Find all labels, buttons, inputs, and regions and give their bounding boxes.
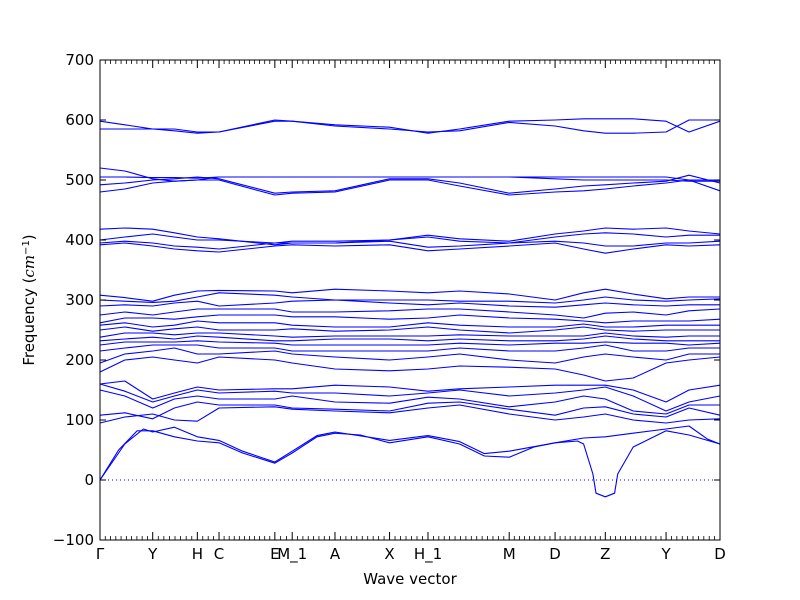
x-axis-ticks: Γ Y H C EM_1 A X H_1 M D Z Y D [96, 60, 726, 564]
phonon-branch-12 [99, 335, 720, 342]
y-tick-label: 200 [65, 351, 94, 369]
y-tick-label: 0 [84, 471, 94, 489]
y-tick-label: 600 [65, 111, 94, 129]
phonon-branch-22 [99, 240, 721, 250]
phonon-branch-1 [99, 430, 721, 498]
x-tick-label: A [330, 545, 341, 563]
phonon-branch-2 [99, 425, 721, 481]
x-tick-label: E [270, 545, 279, 563]
phonon-branch-30 [99, 119, 720, 134]
phonon-branch-14 [99, 326, 720, 334]
x-tick-label: M_1 [277, 545, 307, 564]
phonon-branch-18 [99, 299, 720, 308]
phonon-branch-26 [99, 174, 721, 194]
y-axis-label-suffix: ) [20, 234, 38, 240]
x-tick-label: D [549, 545, 561, 563]
x-tick-label: Z [600, 545, 610, 563]
phonon-branch-17 [99, 308, 721, 319]
phonon-branch-16 [99, 314, 721, 324]
phonon-branch-24 [99, 227, 721, 246]
y-axis-label-prefix: Frequency ( [20, 278, 38, 366]
y-tick-label: 700 [65, 51, 94, 69]
x-tick-label: M [503, 545, 516, 563]
phonon-branch-5 [99, 389, 720, 415]
phonon-branch-13 [99, 332, 720, 338]
phonon-branch-8 [99, 356, 721, 382]
x-tick-label: D [714, 545, 726, 563]
phonon-branch-7 [99, 380, 721, 403]
phonon-branch-28 [99, 167, 720, 182]
y-axis-ticks: −100 0 100 200 300 400 500 600 700 [53, 51, 720, 549]
x-tick-label: C [214, 545, 224, 563]
y-tick-label: −100 [53, 531, 94, 549]
phonon-branch-10 [99, 344, 720, 352]
y-axis-label: Frequency (cm−1) [20, 234, 38, 365]
x-tick-label: H [192, 545, 203, 563]
y-tick-label: 300 [65, 291, 94, 309]
x-tick-label: Γ [96, 545, 105, 563]
phonon-branch-11 [99, 340, 721, 346]
y-axis-label-exponent: −1 [21, 240, 32, 255]
y-tick-label: 400 [65, 231, 94, 249]
y-tick-label: 100 [65, 411, 94, 429]
y-axis-label-unit: cm [20, 255, 38, 278]
phonon-branch-3 [99, 404, 721, 424]
x-tick-label: Y [147, 545, 158, 563]
plot-series-group [99, 118, 721, 498]
y-tick-label: 500 [65, 171, 94, 189]
phonon-branch-21 [99, 242, 721, 254]
x-tick-label: H_1 [414, 545, 442, 564]
phonon-branch-9 [99, 347, 720, 364]
phonon-branch-20 [99, 288, 720, 302]
phonon-branch-19 [99, 292, 721, 304]
x-tick-label: X [384, 545, 394, 563]
phonon-branch-15 [99, 320, 720, 328]
x-tick-label: Y [660, 545, 671, 563]
phonon-branch-6 [99, 383, 721, 412]
phonon-branch-23 [99, 232, 720, 244]
x-axis-label: Wave vector [363, 570, 457, 588]
phonon-branch-25 [99, 179, 721, 196]
phonon-branch-4 [99, 401, 721, 420]
